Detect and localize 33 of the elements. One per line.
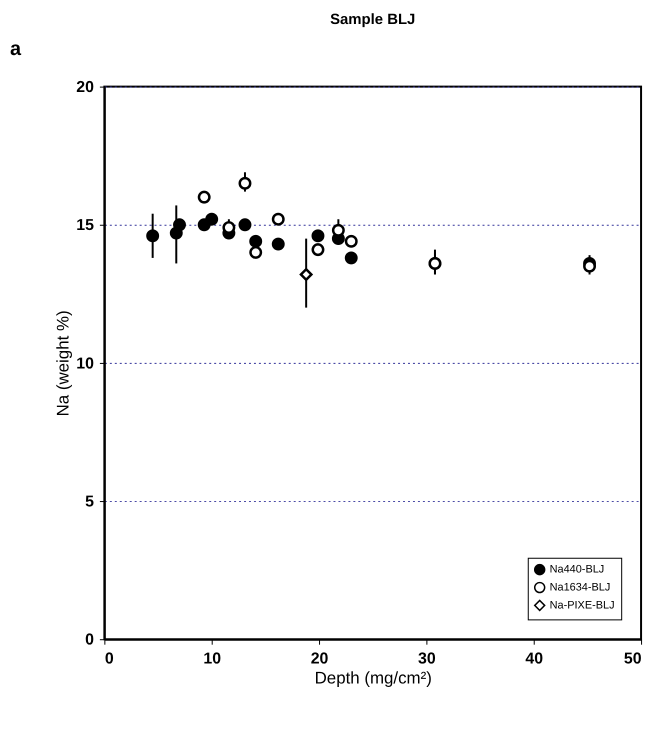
point <box>312 243 324 256</box>
point <box>198 190 211 204</box>
point <box>238 218 252 232</box>
y-tick-label: 15 <box>76 217 94 234</box>
x-tick-label: 50 <box>624 650 642 668</box>
x-axis-title: Depth (mg/cm²) <box>314 668 432 688</box>
x-tick-label: 20 <box>310 650 329 668</box>
point <box>173 218 186 232</box>
legend-label: Na-PIXE-BLJ <box>550 599 615 612</box>
point <box>146 229 160 242</box>
y-tick-label: 5 <box>85 494 94 511</box>
y-tick-label: 10 <box>76 355 94 372</box>
x-tick-label: 10 <box>203 650 222 668</box>
point <box>344 251 358 264</box>
y-tick-label: 0 <box>85 632 94 649</box>
text: a <box>10 38 22 60</box>
point <box>238 176 252 190</box>
point <box>272 238 285 251</box>
point <box>272 212 285 226</box>
point <box>300 268 313 281</box>
point <box>249 234 262 248</box>
point <box>312 229 324 242</box>
point <box>205 212 218 226</box>
chart-title: Sample BLJ <box>330 12 416 28</box>
x-tick-label: 40 <box>525 650 544 668</box>
legend-label: Na440-BLJ <box>550 564 604 576</box>
y-tick-label: 20 <box>76 79 94 96</box>
point <box>344 234 358 248</box>
legend-label: Na1634-BLJ <box>550 582 610 594</box>
point <box>249 246 262 259</box>
x-tick-label: 30 <box>418 650 436 668</box>
x-tick-label: 0 <box>104 650 114 668</box>
y-axis-title: Na (weight %) <box>53 310 72 416</box>
